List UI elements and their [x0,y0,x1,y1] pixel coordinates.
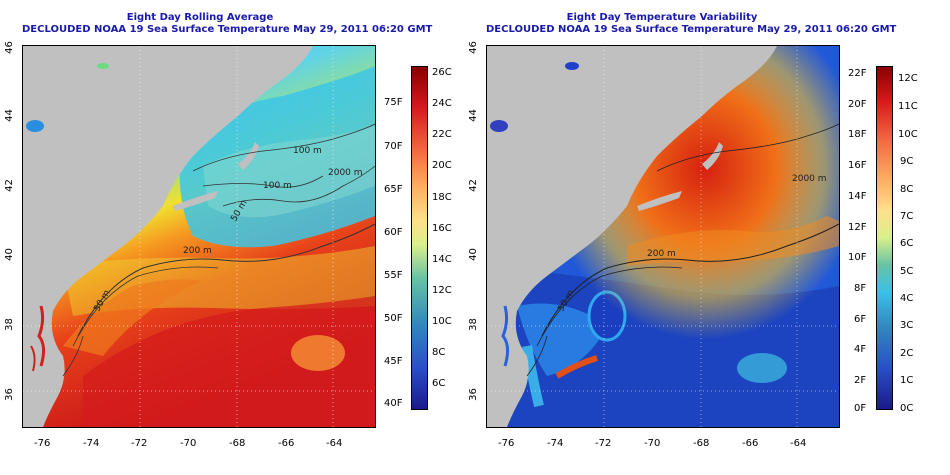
left-sst-map [23,46,375,427]
right-cbar-c-7: 7C [900,211,914,222]
right-ytick-38: 38 [467,318,479,331]
right-variability-map [487,46,839,427]
left-ytick-36: 36 [3,388,15,401]
left-cbar-f-40: 40F [384,398,403,409]
right-cbar-f-20: 20F [848,99,867,110]
left-xtick-64: -64 [326,438,343,449]
right-ytick-42: 42 [467,179,479,192]
right-cbar-c-6: 6C [900,238,914,249]
right-map-title-line1: Eight Day Temperature Variability [566,12,758,23]
right-cbar-c-8: 8C [900,184,914,195]
right-map-title: Eight Day Temperature Variability DECLOU… [486,12,897,36]
right-xtick-68: -68 [693,438,710,449]
left-cbar-c-10: 10C [432,316,452,327]
right-cbar-f-2: 2F [854,375,867,386]
left-cbar-f-65: 65F [384,184,403,195]
left-cbar-f-75: 75F [384,97,403,108]
right-cbar-c-11: 11C [898,101,918,112]
left-xtick-72: -72 [131,438,148,449]
left-colorbar [411,66,428,410]
left-cbar-f-50: 50F [384,313,403,324]
left-ytick-42: 42 [3,179,15,192]
left-contour-label-3: 2000 m [328,168,363,178]
right-cbar-c-5: 5C [900,266,914,277]
right-cbar-f-14: 14F [848,191,867,202]
right-cbar-c-2: 2C [900,348,914,359]
left-cbar-c-8: 8C [432,347,446,358]
left-cbar-c-16: 16C [432,223,452,234]
right-contour-label-1: 2000 m [792,174,827,184]
left-cbar-c-12: 12C [432,285,452,296]
right-xtick-70: -70 [644,438,661,449]
right-ytick-36: 36 [467,388,479,401]
left-cbar-f-45: 45F [384,356,403,367]
left-map-title-line2: DECLOUDED NOAA 19 Sea Surface Temperatur… [22,24,433,35]
left-map-title-line1: Eight Day Rolling Average [126,12,274,23]
right-cbar-f-12: 12F [848,222,867,233]
left-ytick-38: 38 [3,318,15,331]
right-cbar-f-16: 16F [848,160,867,171]
right-cbar-f-18: 18F [848,129,867,140]
left-cbar-c-24: 24C [432,98,452,109]
right-ytick-46: 46 [467,41,479,54]
left-ytick-46: 46 [3,41,15,54]
right-cbar-f-6: 6F [854,314,867,325]
left-contour-label-1: 100 m [293,146,322,156]
left-cbar-f-55: 55F [384,270,403,281]
right-cbar-c-10: 10C [898,129,918,140]
right-map-title-line2: DECLOUDED NOAA 19 Sea Surface Temperatur… [486,24,897,35]
right-xtick-74: -74 [547,438,564,449]
right-xtick-66: -66 [742,438,759,449]
left-contour-label-2: 100 m [263,181,292,191]
right-cbar-c-1: 1C [900,375,914,386]
right-cbar-f-0: 0F [854,403,867,414]
right-xtick-76: -76 [498,438,515,449]
left-map-title: Eight Day Rolling Average DECLOUDED NOAA… [22,12,433,36]
right-xtick-72: -72 [595,438,612,449]
left-xtick-66: -66 [278,438,295,449]
left-xtick-76: -76 [34,438,51,449]
left-cbar-c-20: 20C [432,160,452,171]
right-xtick-64: -64 [790,438,807,449]
left-xtick-68: -68 [229,438,246,449]
left-ytick-44: 44 [3,109,15,122]
left-cbar-c-6: 6C [432,378,446,389]
right-cbar-c-4: 4C [900,293,914,304]
left-cbar-f-70: 70F [384,141,403,152]
left-map-panel: 100 m 100 m 2000 m 50 m 200 m 50 m [22,45,376,428]
right-contour-label-2: 200 m [647,249,676,259]
right-cbar-c-9: 9C [900,156,914,167]
right-cbar-f-10: 10F [848,252,867,263]
left-cbar-f-60: 60F [384,227,403,238]
right-cbar-c-12: 12C [898,73,918,84]
left-xtick-74: -74 [83,438,100,449]
right-colorbar [876,66,893,410]
right-ytick-44: 44 [467,109,479,122]
left-cbar-c-14: 14C [432,254,452,265]
right-cbar-f-22: 22F [848,68,867,79]
left-cbar-c-26: 26C [432,67,452,78]
right-cbar-f-4: 4F [854,344,867,355]
left-contour-label-5: 200 m [183,246,212,256]
right-map-panel: 2000 m 200 m 50 m [486,45,840,428]
right-cbar-c-3: 3C [900,320,914,331]
right-ytick-40: 40 [467,248,479,261]
left-xtick-70: -70 [180,438,197,449]
right-cbar-f-8: 8F [854,283,867,294]
right-cbar-c-0: 0C [900,403,914,414]
left-ytick-40: 40 [3,248,15,261]
left-cbar-c-18: 18C [432,192,452,203]
left-cbar-c-22: 22C [432,129,452,140]
